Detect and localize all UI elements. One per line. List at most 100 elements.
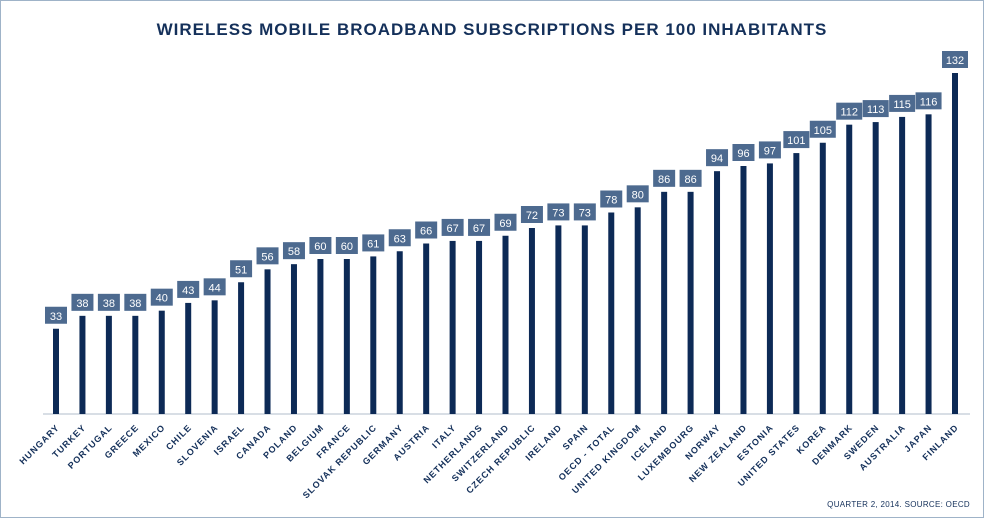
bar: [872, 122, 879, 414]
data-label-box: [942, 51, 968, 68]
bar: [581, 225, 588, 414]
data-label-box: [862, 100, 889, 118]
data-label-box: [335, 237, 358, 254]
data-label: 69: [499, 218, 511, 230]
bar: [290, 264, 297, 414]
data-label: 38: [129, 298, 141, 310]
bar: [264, 269, 271, 414]
data-label: 60: [314, 241, 326, 253]
data-label-box: [547, 203, 570, 221]
bar: [634, 207, 641, 414]
data-label-box: [468, 218, 491, 236]
data-label-box: [809, 120, 836, 138]
data-label: 86: [684, 174, 696, 186]
bar: [899, 116, 906, 415]
data-label: 51: [235, 264, 247, 276]
bar: [819, 142, 826, 414]
bar: [846, 124, 853, 415]
bar: [555, 225, 562, 414]
data-label-box: [177, 280, 200, 298]
bar: [370, 256, 377, 414]
data-label-box: [45, 306, 67, 324]
data-label: 73: [552, 207, 564, 219]
data-label-box: [124, 293, 147, 311]
bar: [449, 240, 456, 414]
bar: [608, 212, 615, 414]
data-label: 101: [787, 135, 805, 147]
data-label-box: [573, 203, 596, 221]
data-label-box: [71, 293, 94, 311]
data-label: 56: [261, 251, 273, 263]
bar: [423, 243, 430, 414]
data-label-box: [679, 169, 702, 187]
data-label-box: [362, 234, 385, 252]
data-label-box: [388, 229, 411, 247]
data-label-box: [732, 144, 755, 161]
bar: [211, 300, 218, 414]
bar: [793, 153, 800, 415]
data-label-box: [203, 278, 226, 296]
data-label: 112: [840, 107, 858, 119]
data-label-box: [150, 288, 173, 306]
bar: [952, 73, 958, 414]
x-tick-label: AUSTRALIA: [857, 422, 907, 472]
bar: [317, 259, 324, 414]
x-tick-label: HUNGARY: [17, 422, 61, 466]
data-label: 80: [632, 189, 644, 201]
bar: [528, 228, 535, 414]
bar: [476, 240, 483, 414]
data-label-box: [494, 213, 517, 231]
bar: [343, 259, 350, 414]
data-label-box: [309, 237, 332, 254]
data-label: 94: [711, 153, 723, 165]
data-label-box: [441, 218, 464, 236]
data-label-box: [520, 206, 543, 223]
bar: [502, 235, 509, 414]
data-label: 61: [367, 238, 379, 250]
data-label: 38: [103, 298, 115, 310]
bar: [132, 315, 139, 414]
bar: [766, 163, 773, 414]
bar: [687, 191, 694, 414]
data-label-box: [282, 242, 305, 260]
data-label: 63: [394, 233, 406, 245]
data-label: 67: [446, 223, 458, 235]
data-label: 132: [946, 55, 964, 67]
data-label: 78: [605, 195, 617, 207]
data-label: 105: [814, 125, 832, 137]
data-label: 113: [867, 104, 885, 116]
data-label: 58: [288, 246, 300, 258]
data-label-box: [889, 94, 916, 112]
data-label-box: [783, 131, 810, 149]
bar: [79, 315, 86, 414]
bar: [185, 302, 192, 414]
data-label-box: [836, 102, 863, 120]
data-label: 116: [920, 96, 938, 108]
data-label-box: [915, 92, 942, 110]
bar: [661, 191, 668, 414]
source-note: QUARTER 2, 2014. SOURCE: OECD: [827, 500, 970, 509]
bar: [53, 328, 59, 414]
bar: [925, 114, 932, 414]
data-label-box: [415, 221, 438, 239]
chart-title: WIRELESS MOBILE BROADBAND SUBSCRIPTIONS …: [156, 20, 828, 39]
bar: [740, 166, 747, 414]
data-label: 33: [50, 311, 62, 323]
bar: [714, 171, 721, 414]
data-label-box: [256, 247, 279, 265]
data-label: 60: [341, 241, 353, 253]
data-label-box: [97, 293, 120, 311]
data-label: 115: [893, 99, 911, 111]
data-label: 97: [764, 145, 776, 157]
data-label: 38: [76, 298, 88, 310]
data-label-box: [230, 260, 253, 278]
data-label-box: [706, 149, 729, 167]
data-label-box: [626, 185, 649, 203]
data-label: 43: [182, 285, 194, 297]
bar: [238, 282, 245, 414]
data-label: 73: [579, 207, 591, 219]
data-label: 44: [209, 282, 221, 294]
data-label: 40: [156, 293, 168, 305]
data-label: 72: [526, 210, 538, 222]
